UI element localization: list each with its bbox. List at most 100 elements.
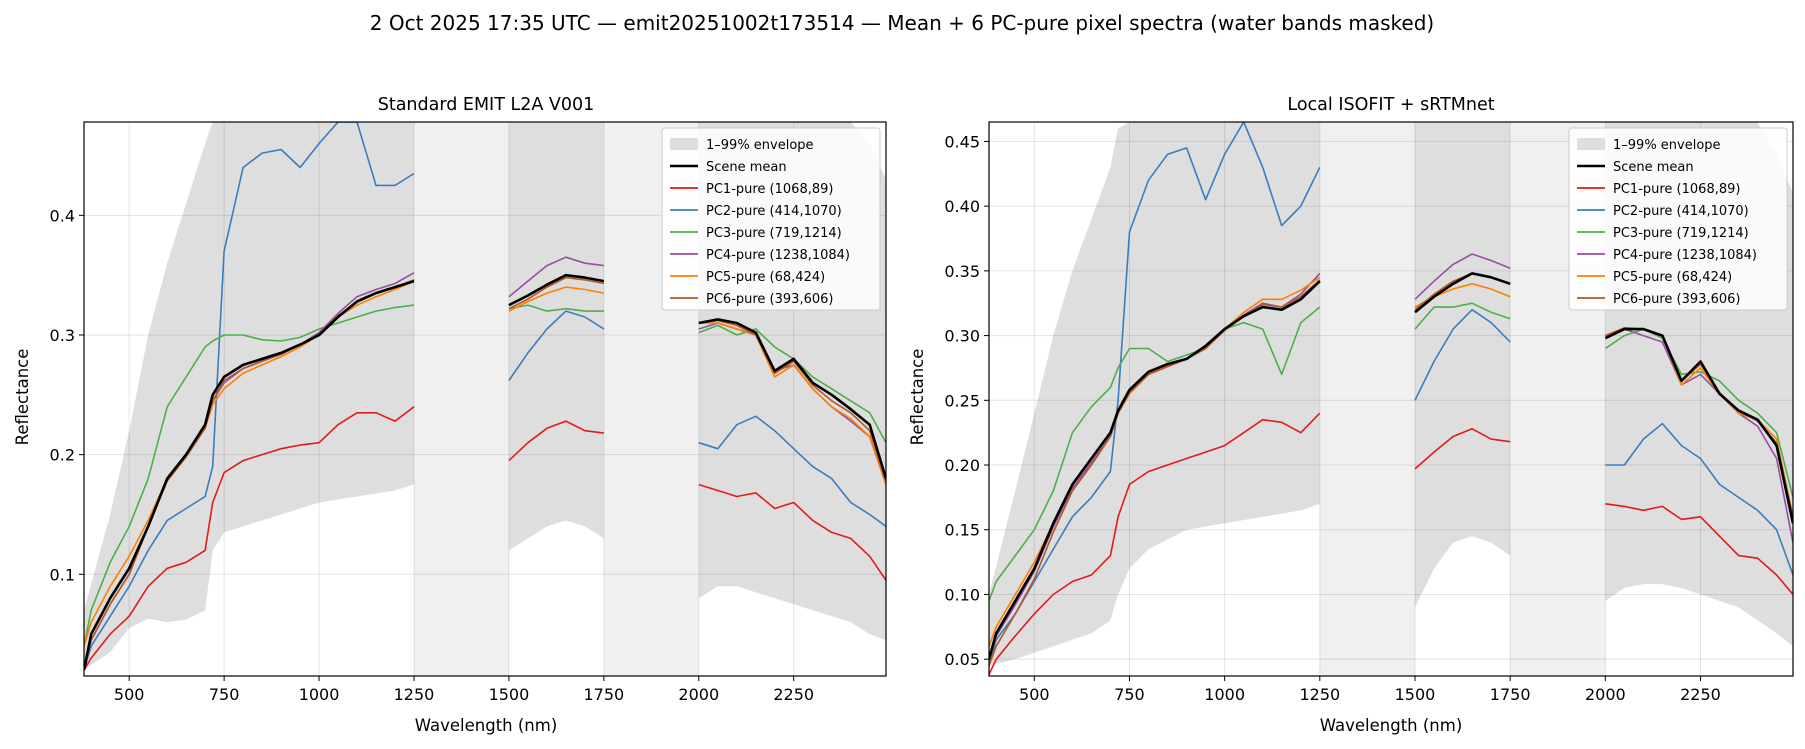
legend-label: PC6-pure (393,606) bbox=[1613, 292, 1740, 307]
x-tick-label: 1250 bbox=[394, 685, 435, 704]
left-x-axis-label: Wavelength (nm) bbox=[415, 716, 558, 735]
legend-label: PC1-pure (1068,89) bbox=[1613, 182, 1740, 197]
series-line-pc5 bbox=[698, 322, 886, 485]
series-line-mean bbox=[84, 279, 415, 671]
x-tick-label: 1000 bbox=[1204, 685, 1245, 704]
legend-label: PC2-pure (414,1070) bbox=[706, 204, 842, 219]
series-line-pc6 bbox=[698, 319, 886, 482]
series-line-mean bbox=[508, 273, 605, 307]
x-tick-label: 1000 bbox=[299, 685, 340, 704]
figure-suptitle: 2 Oct 2025 17:35 UTC — emit20251002t1735… bbox=[370, 11, 1434, 35]
legend-box bbox=[1568, 127, 1788, 311]
left-y-axis-label: Reflectance bbox=[13, 349, 32, 446]
x-tick-label: 2250 bbox=[773, 685, 814, 704]
left-subplot: Standard EMIT L2A V001 500 750 1000 1250 150… bbox=[13, 95, 887, 735]
y-tick-label: 0.3 bbox=[50, 326, 75, 345]
right-subplot: Local ISOFIT + sRTMnet 500 750 1000 1250 150… bbox=[908, 95, 1794, 735]
x-tick-label: 1250 bbox=[1299, 685, 1340, 704]
y-tick-label: 0.2 bbox=[50, 446, 75, 465]
series-line-pc6 bbox=[508, 276, 605, 310]
right-subplot-title: Local ISOFIT + sRTMnet bbox=[1287, 95, 1494, 115]
y-tick-label: 0.45 bbox=[944, 132, 980, 151]
series-line-pc4 bbox=[1414, 253, 1511, 300]
series-line-pc3 bbox=[508, 304, 604, 312]
series-line-pc2 bbox=[1414, 308, 1511, 401]
envelope-band bbox=[989, 122, 1320, 666]
right-x-axis-label: Wavelength (nm) bbox=[1320, 716, 1463, 735]
y-tick-label: 0.15 bbox=[944, 521, 980, 540]
left-subplot-title: Standard EMIT L2A V001 bbox=[378, 95, 595, 115]
y-tick-label: 0.05 bbox=[944, 650, 980, 669]
x-tick-label: 1750 bbox=[583, 685, 624, 704]
series-line-pc2 bbox=[1605, 422, 1793, 576]
legend-label: 1–99% envelope bbox=[1613, 138, 1721, 153]
series-line-pc1 bbox=[508, 420, 605, 462]
masked-water-band bbox=[413, 122, 509, 676]
series-line-pc1 bbox=[84, 406, 415, 671]
x-tick-label: 1500 bbox=[1395, 685, 1436, 704]
series-line-pc5 bbox=[508, 286, 605, 312]
series-line-pc4 bbox=[508, 256, 605, 298]
y-tick-label: 0.20 bbox=[944, 456, 980, 475]
legend-label: PC3-pure (719,1214) bbox=[706, 226, 842, 241]
x-tick-label: 1500 bbox=[489, 685, 530, 704]
series-line-mean bbox=[698, 318, 886, 479]
series-line-pc6 bbox=[989, 279, 1321, 666]
y-tick-label: 0.10 bbox=[944, 585, 980, 604]
legend: 1–99% envelope Scene mean PC1-pure (1068,8… bbox=[661, 127, 881, 311]
left-plot-area: 500 750 1000 1250 1500 1750 2000 2250 0.1 0.2 0.3 0… bbox=[50, 121, 887, 704]
right-y-axis-label: Reflectance bbox=[908, 349, 927, 446]
y-tick-label: 0.35 bbox=[944, 262, 980, 281]
legend: 1–99% envelope Scene mean PC1-pure (1068,8… bbox=[1568, 127, 1788, 311]
legend-label: PC4-pure (1238,1084) bbox=[1613, 248, 1757, 263]
x-tick-label: 500 bbox=[1019, 685, 1050, 704]
x-tick-label: 500 bbox=[114, 685, 145, 704]
x-tick-label: 1750 bbox=[1490, 685, 1531, 704]
envelope-band bbox=[84, 122, 414, 671]
masked-water-band bbox=[1319, 122, 1415, 676]
x-tick-label: 2250 bbox=[1680, 685, 1721, 704]
series-line-pc2 bbox=[508, 310, 605, 381]
series-line-mean bbox=[1604, 327, 1793, 524]
x-tick-label: 2000 bbox=[1585, 685, 1626, 704]
series-line-pc3 bbox=[1604, 328, 1793, 498]
y-tick-label: 0.25 bbox=[944, 391, 980, 410]
legend-box bbox=[661, 127, 881, 311]
series-line-pc1 bbox=[989, 412, 1321, 676]
series-line-pc1 bbox=[698, 483, 886, 581]
legend-label: PC3-pure (719,1214) bbox=[1613, 226, 1749, 241]
y-tick-label: 0.1 bbox=[50, 565, 75, 584]
envelope-band bbox=[1414, 122, 1511, 608]
series-line-pc4 bbox=[1605, 328, 1793, 543]
series-line-pc1 bbox=[1605, 503, 1793, 596]
x-tick-label: 750 bbox=[1114, 685, 1145, 704]
x-tick-label: 2000 bbox=[678, 685, 719, 704]
right-plot-area: 500 750 1000 1250 1500 1750 2000 2250 0.05 0.10 0.… bbox=[944, 121, 1794, 704]
legend-label: PC4-pure (1238,1084) bbox=[706, 248, 850, 263]
envelope-band bbox=[508, 122, 604, 551]
y-tick-label: 0.40 bbox=[944, 197, 980, 216]
series-line-mean bbox=[1414, 272, 1511, 314]
series-line-pc2 bbox=[989, 122, 1321, 666]
legend-label: 1–99% envelope bbox=[706, 138, 814, 153]
y-tick-label: 0.30 bbox=[944, 327, 980, 346]
legend-label: PC5-pure (68,424) bbox=[706, 270, 825, 285]
plot-content bbox=[989, 122, 1793, 676]
series-line-pc5 bbox=[84, 280, 415, 647]
series-line-pc2 bbox=[84, 122, 415, 671]
legend-swatch-envelope bbox=[1577, 138, 1605, 150]
x-tick-label: 750 bbox=[209, 685, 240, 704]
axes-frame bbox=[988, 121, 1794, 677]
series-line-pc3 bbox=[1414, 302, 1511, 330]
legend-label: PC1-pure (1068,89) bbox=[706, 182, 833, 197]
legend-label: Scene mean bbox=[706, 160, 787, 175]
series-line-pc1 bbox=[1414, 428, 1511, 470]
series-line-pc2 bbox=[698, 415, 886, 528]
legend-label: PC2-pure (414,1070) bbox=[1613, 204, 1749, 219]
legend-swatch-envelope bbox=[670, 138, 698, 150]
series-line-pc3 bbox=[84, 304, 415, 647]
legend-label: Scene mean bbox=[1613, 160, 1694, 175]
legend-label: PC5-pure (68,424) bbox=[1613, 270, 1732, 285]
y-tick-label: 0.4 bbox=[50, 206, 75, 225]
